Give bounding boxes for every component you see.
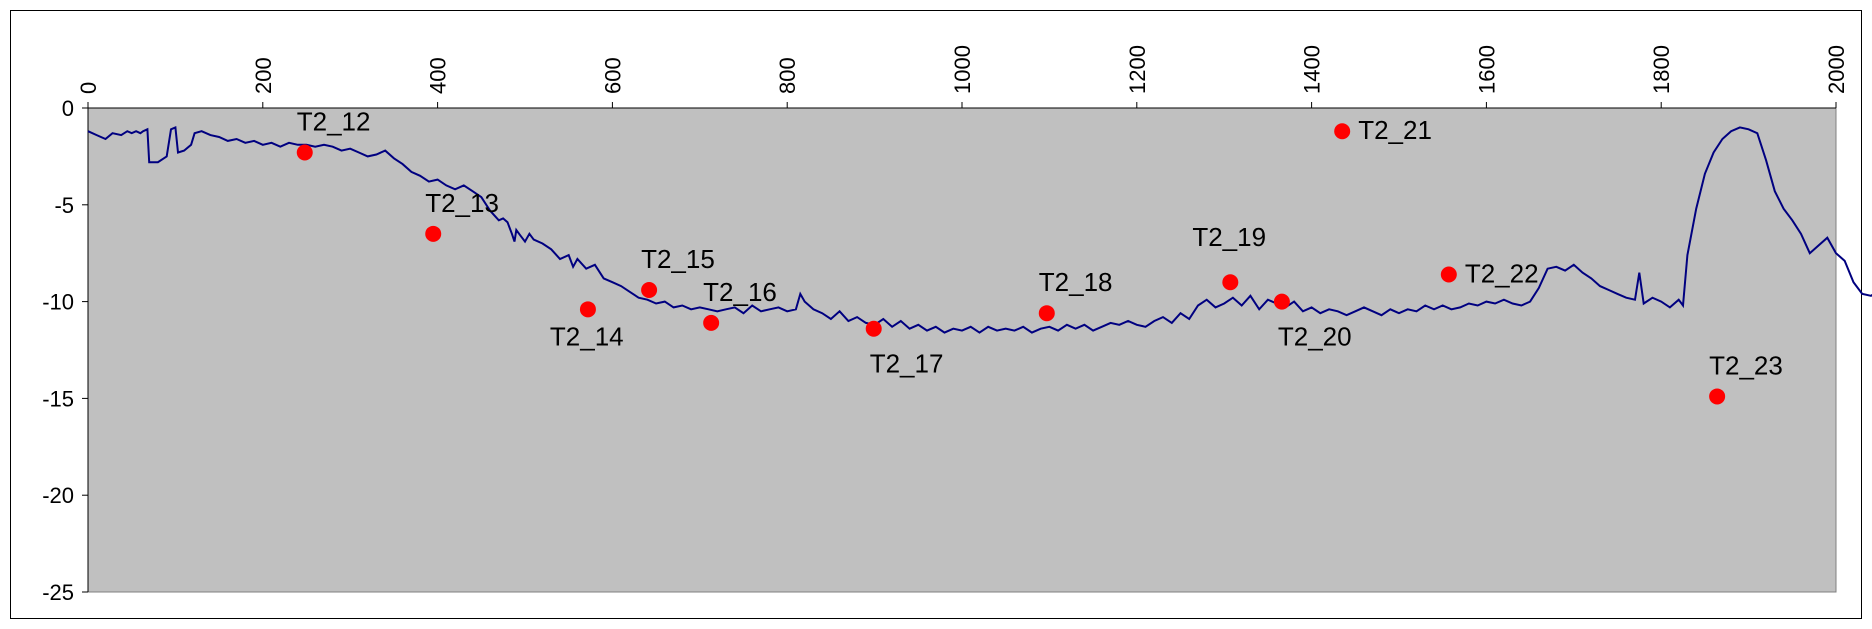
x-tick-label: 1600 bbox=[1474, 45, 1499, 94]
x-tick-label: 2000 bbox=[1824, 45, 1849, 94]
x-tick-label: 0 bbox=[76, 82, 101, 94]
point-label: T2_19 bbox=[1192, 222, 1266, 252]
y-tick-label: -25 bbox=[42, 580, 74, 605]
x-tick-label: 200 bbox=[251, 57, 276, 94]
x-tick-label: 1800 bbox=[1649, 45, 1674, 94]
point-marker bbox=[865, 320, 882, 337]
y-tick-label: -10 bbox=[42, 290, 74, 315]
x-tick-label: 400 bbox=[426, 57, 451, 94]
point-marker bbox=[1038, 305, 1055, 322]
point-label: T2_15 bbox=[641, 244, 715, 274]
point-label: T2_21 bbox=[1358, 115, 1432, 145]
point-marker bbox=[425, 225, 442, 242]
point-label: T2_12 bbox=[297, 107, 371, 137]
y-tick-label: -5 bbox=[54, 193, 74, 218]
point-label: T2_18 bbox=[1039, 267, 1113, 297]
x-tick-label: 800 bbox=[775, 57, 800, 94]
point-marker bbox=[1273, 293, 1290, 310]
point-label: T2_13 bbox=[425, 188, 499, 218]
y-tick-label: -20 bbox=[42, 483, 74, 508]
point-marker bbox=[296, 144, 313, 161]
point-marker bbox=[703, 314, 720, 331]
series bbox=[87, 125, 1872, 334]
point-label: T2_20 bbox=[1278, 322, 1352, 352]
axes: 0 200 400 600 800 1000 1200 1400 1600 1800 2000 0 -5… bbox=[42, 45, 1849, 605]
point-marker bbox=[1334, 123, 1351, 140]
point-marker bbox=[1222, 274, 1239, 291]
point-label: T2_23 bbox=[1709, 350, 1783, 380]
point-marker bbox=[1440, 266, 1457, 283]
plot-area bbox=[87, 107, 1837, 593]
x-tick-label: 1400 bbox=[1300, 45, 1325, 94]
point-label: T2_22 bbox=[1465, 258, 1539, 288]
y-tick-label: 0 bbox=[62, 96, 74, 121]
point-marker bbox=[641, 281, 658, 298]
point-marker bbox=[1709, 388, 1726, 405]
x-tick-label: 600 bbox=[600, 57, 625, 94]
point-marker bbox=[579, 301, 596, 318]
series-line bbox=[87, 125, 1872, 334]
x-tick-label: 1200 bbox=[1125, 45, 1150, 94]
point-label: T2_17 bbox=[870, 349, 944, 379]
x-tick-label: 1000 bbox=[950, 45, 975, 94]
point-label: T2_14 bbox=[550, 321, 624, 351]
point-label: T2_16 bbox=[703, 277, 777, 307]
y-tick-label: -15 bbox=[42, 386, 74, 411]
